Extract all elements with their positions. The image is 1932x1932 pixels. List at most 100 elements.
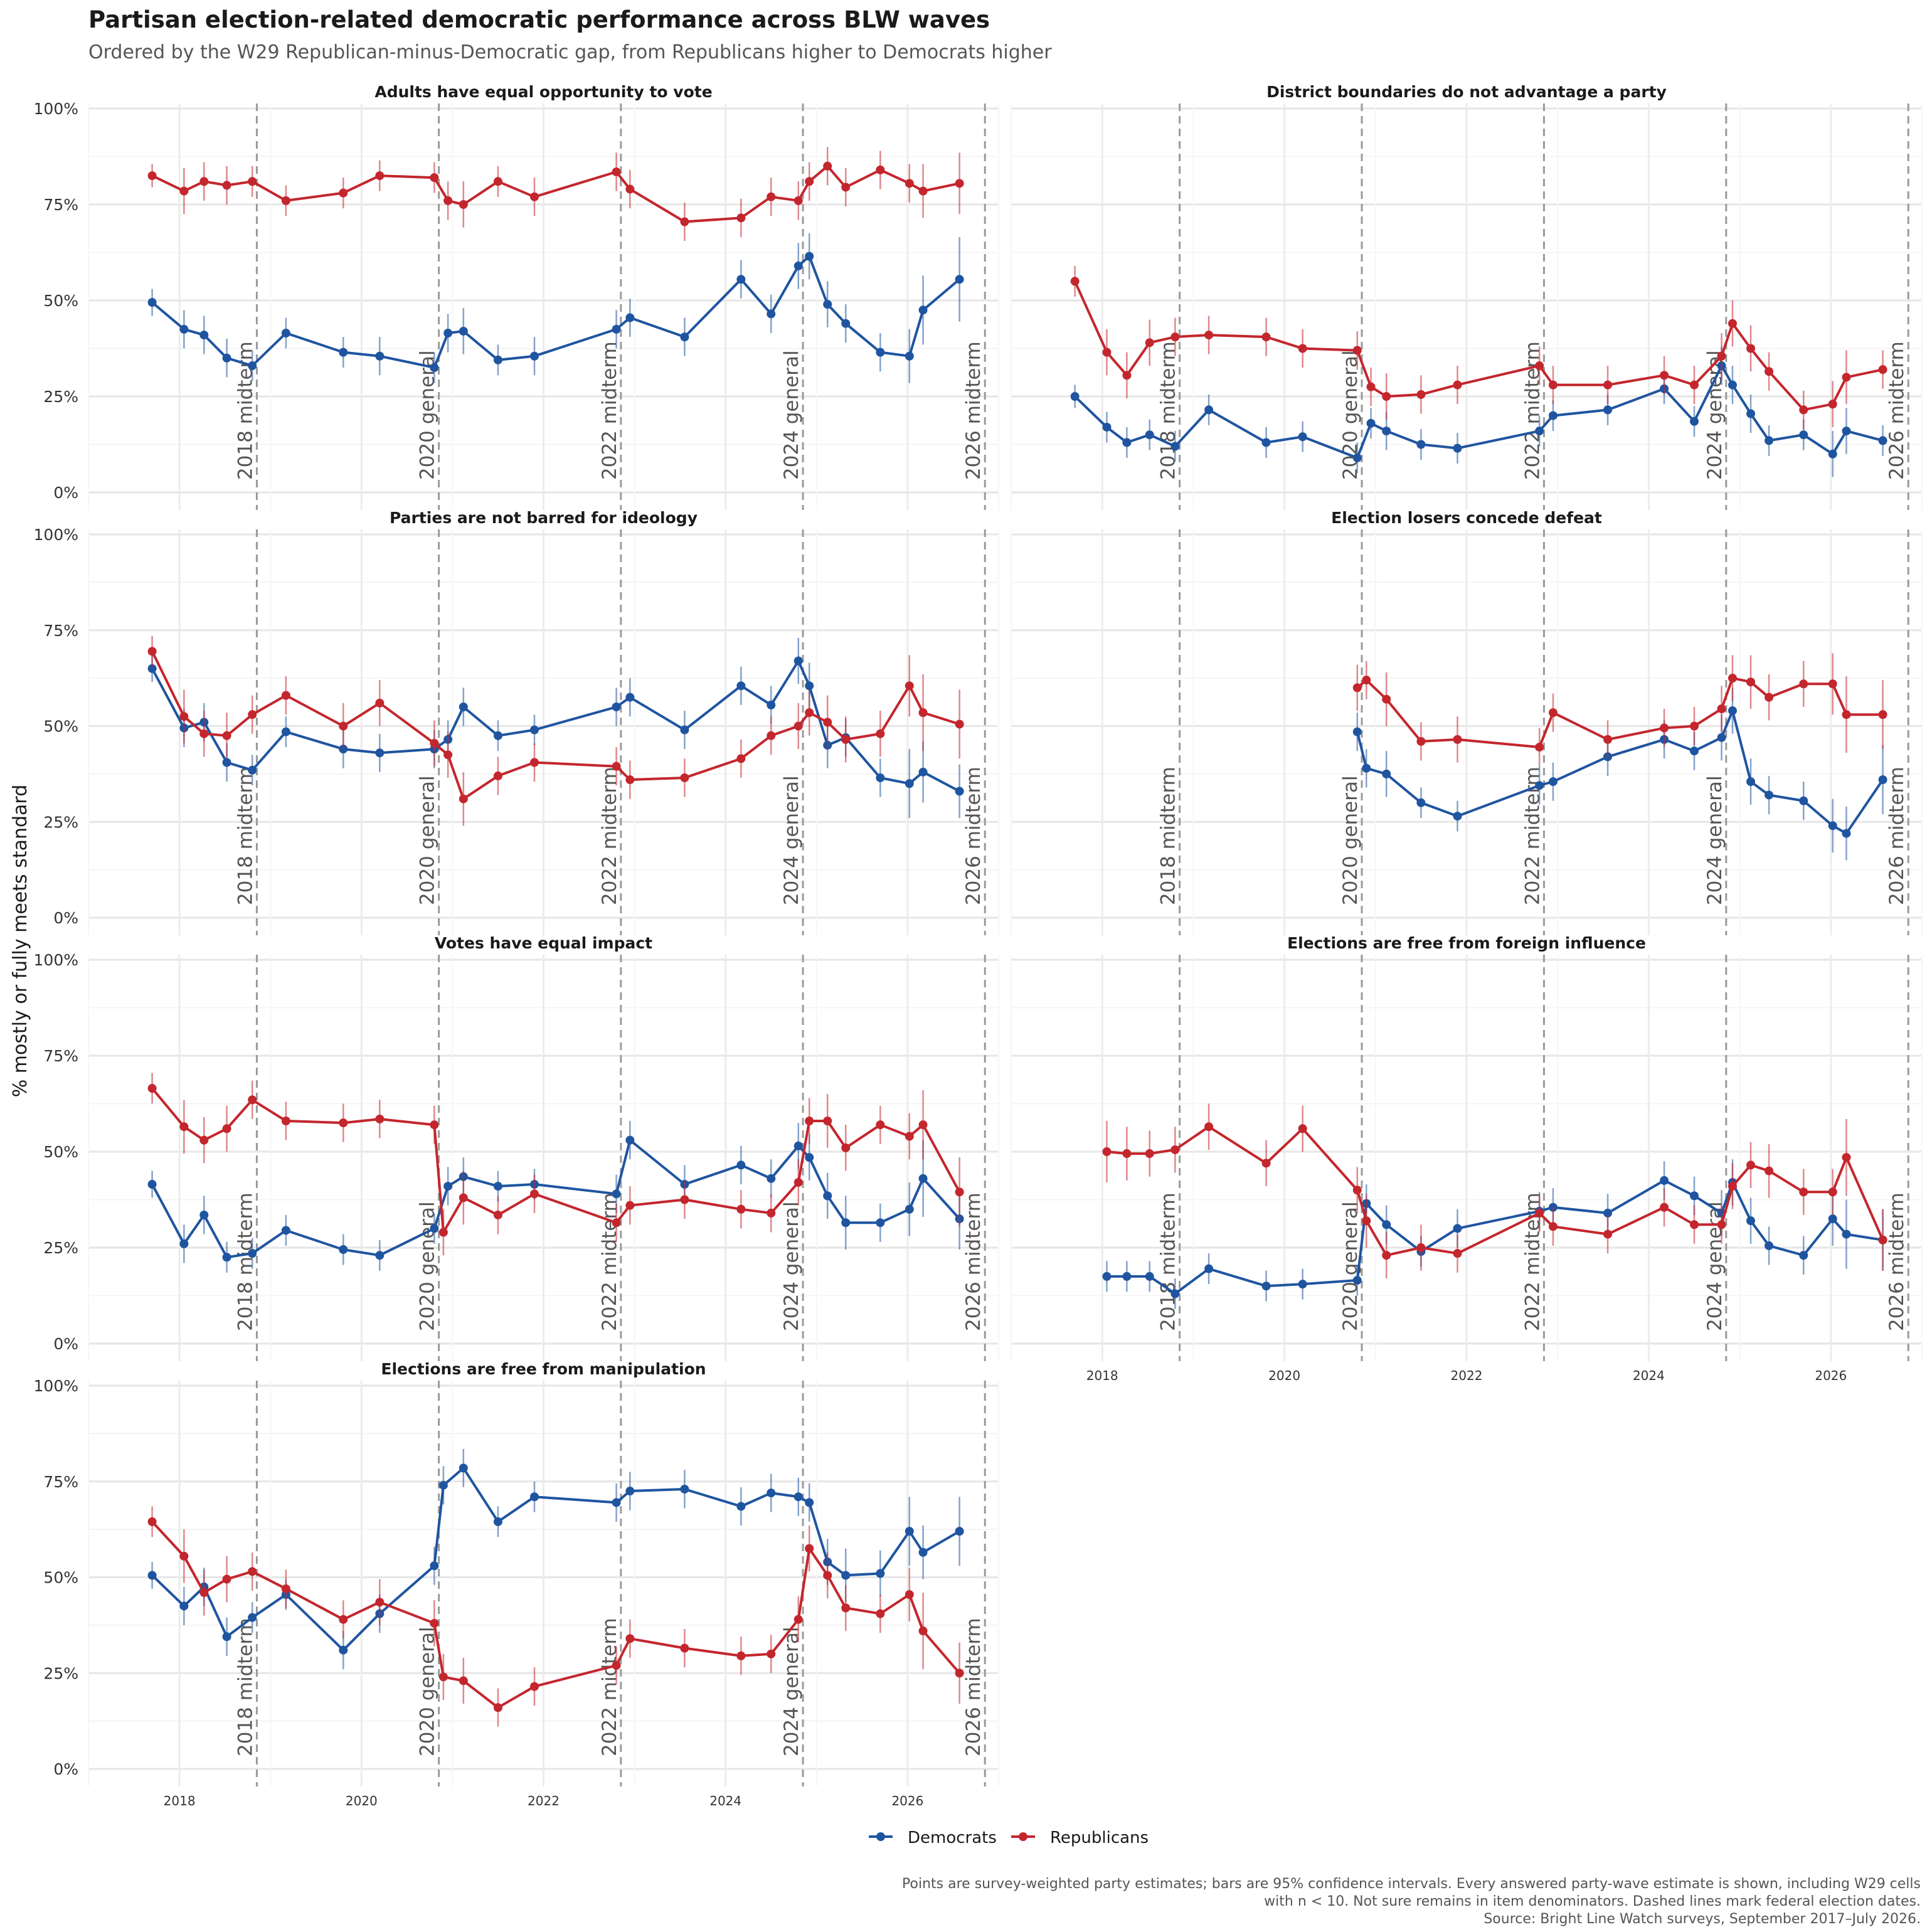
data-point (281, 691, 290, 700)
x-tick-label: 2020 (346, 1793, 378, 1808)
data-point (805, 1544, 814, 1553)
series-line (1074, 364, 1884, 459)
data-point (1204, 1122, 1214, 1132)
data-point (1298, 344, 1307, 353)
x-tick-label: 2026 (1815, 1368, 1847, 1383)
data-point (443, 329, 453, 338)
data-point (1145, 338, 1154, 348)
data-point (1416, 798, 1426, 807)
data-point (179, 712, 189, 721)
data-point (1717, 733, 1726, 742)
data-point (955, 1527, 964, 1536)
data-point (612, 1498, 621, 1507)
data-point (1382, 769, 1391, 778)
data-point (918, 186, 928, 196)
series-republicans (1070, 265, 1887, 430)
data-point (339, 721, 348, 731)
panel-title: Parties are not barred for ideology (390, 509, 698, 527)
data-point (905, 1590, 914, 1599)
y-tick-label: 50% (43, 718, 78, 736)
data-point (1204, 1264, 1214, 1273)
data-point (1878, 710, 1887, 719)
y-tick-label: 75% (43, 196, 78, 214)
data-point (1535, 427, 1544, 436)
data-point (248, 765, 257, 775)
y-tick-label: 0% (53, 909, 78, 927)
data-point (841, 1571, 851, 1580)
data-point (680, 332, 689, 342)
data-point (680, 217, 689, 226)
y-tick-label: 100% (34, 100, 78, 118)
data-point (876, 1609, 885, 1618)
y-tick-label: 100% (34, 951, 78, 969)
data-point (1204, 405, 1214, 415)
data-point (339, 188, 348, 198)
caption-line: Source: Bright Line Watch surveys, Septe… (1484, 1911, 1921, 1927)
data-point (248, 1095, 257, 1105)
caption-line: with n < 10. Not sure remains in item de… (1264, 1894, 1921, 1909)
facet-panels: Adults have equal opportunity to vote 0% 2… (34, 83, 1923, 1808)
data-point (823, 718, 832, 727)
election-vline-label: 2024 general (780, 350, 803, 480)
data-point (199, 729, 209, 738)
data-point (612, 1661, 621, 1670)
election-vline-label: 2026 midterm (1886, 341, 1908, 480)
data-point (841, 183, 851, 192)
panel-title: Adults have equal opportunity to vote (374, 83, 712, 101)
election-vline-label: 2026 midterm (1886, 1192, 1908, 1331)
data-point (1690, 380, 1699, 390)
data-point (1382, 427, 1391, 436)
data-point (1453, 812, 1462, 821)
data-point (529, 192, 539, 201)
data-point (625, 1201, 635, 1210)
data-point (248, 1249, 257, 1258)
data-point (805, 1498, 814, 1507)
data-point (248, 710, 257, 719)
x-tick-label: 2024 (709, 1793, 741, 1808)
data-point (1102, 1271, 1112, 1281)
data-point (529, 758, 539, 767)
data-point (459, 702, 468, 711)
data-point (1660, 371, 1669, 380)
y-tick-label: 100% (34, 526, 78, 544)
y-tick-label: 75% (43, 622, 78, 640)
data-point (1828, 1187, 1837, 1197)
data-point (1548, 777, 1558, 787)
data-point (222, 1632, 231, 1642)
x-tick-label: 2022 (1451, 1368, 1483, 1383)
data-point (1453, 1224, 1462, 1233)
data-point (1746, 777, 1756, 787)
data-point (1690, 1220, 1699, 1229)
legend-label: Democrats (908, 1829, 997, 1847)
data-point (248, 361, 257, 371)
data-point (680, 1643, 689, 1653)
data-point (625, 1135, 635, 1145)
data-point (736, 275, 746, 284)
data-point (375, 171, 385, 181)
data-point (1660, 1202, 1669, 1212)
data-point (1453, 380, 1462, 390)
election-vline-label: 2022 midterm (598, 341, 621, 480)
y-tick-label: 0% (53, 1760, 78, 1778)
data-point (1765, 436, 1774, 445)
data-point (1070, 277, 1080, 286)
data-point (443, 196, 453, 205)
data-point (147, 664, 157, 673)
y-tick-label: 25% (43, 813, 78, 831)
data-point (736, 681, 746, 691)
y-tick-label: 0% (53, 484, 78, 502)
data-point (905, 179, 914, 188)
data-point (529, 1492, 539, 1502)
series-line (1107, 1125, 1884, 1257)
data-point (1122, 371, 1132, 380)
data-point (493, 177, 502, 186)
data-point (1765, 790, 1774, 800)
data-point (1878, 436, 1887, 445)
data-point (1535, 781, 1544, 790)
data-point (612, 324, 621, 334)
data-point (493, 1517, 502, 1526)
data-point (612, 1218, 621, 1228)
data-point (1122, 1149, 1132, 1159)
y-tick-label: 25% (43, 1239, 78, 1257)
data-point (1842, 1229, 1851, 1239)
